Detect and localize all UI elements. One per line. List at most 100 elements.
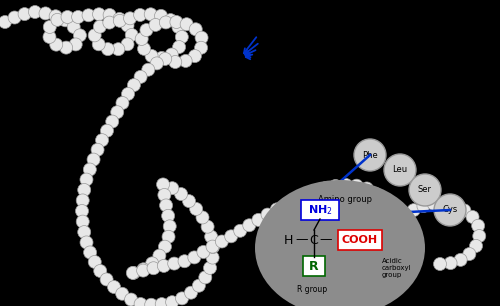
Circle shape [44,21,57,33]
Text: R: R [309,259,319,273]
Text: Phe: Phe [362,151,378,159]
Circle shape [128,79,140,91]
Ellipse shape [262,186,418,306]
Circle shape [69,38,82,51]
Circle shape [140,24,153,36]
Circle shape [67,21,80,33]
Circle shape [234,224,246,237]
Circle shape [206,241,220,254]
Circle shape [112,43,125,56]
Circle shape [154,9,168,22]
Circle shape [280,198,292,211]
Text: C: C [310,233,318,247]
Circle shape [142,63,155,76]
Circle shape [18,8,31,21]
Circle shape [168,257,180,270]
Circle shape [76,204,88,218]
Circle shape [122,88,134,100]
Ellipse shape [260,184,420,306]
Circle shape [463,248,476,260]
Circle shape [204,261,216,274]
Circle shape [76,194,89,207]
Circle shape [192,279,205,292]
Circle shape [199,271,212,284]
FancyBboxPatch shape [338,230,382,250]
Circle shape [88,29,101,42]
Circle shape [158,259,170,272]
Circle shape [242,219,256,232]
Circle shape [124,12,136,25]
Circle shape [110,106,124,119]
Circle shape [103,9,116,21]
Circle shape [354,139,386,171]
Circle shape [454,253,467,266]
Circle shape [51,13,64,26]
Text: Leu: Leu [392,166,407,174]
Circle shape [382,204,395,217]
Circle shape [261,208,274,221]
Circle shape [96,134,108,147]
Circle shape [224,230,237,243]
Circle shape [377,195,390,208]
Circle shape [428,197,440,211]
Circle shape [174,188,188,200]
Circle shape [194,41,207,54]
Circle shape [144,298,158,306]
Circle shape [444,257,457,270]
Circle shape [82,9,95,22]
Text: Cys: Cys [442,206,458,215]
Ellipse shape [265,188,415,306]
Circle shape [155,298,168,306]
Text: —: — [296,233,308,247]
Circle shape [153,249,166,262]
Circle shape [87,153,100,166]
Circle shape [84,163,96,176]
Circle shape [206,240,219,253]
Circle shape [384,215,396,228]
Circle shape [160,199,172,212]
Circle shape [78,183,90,196]
Circle shape [103,16,116,29]
Ellipse shape [268,190,412,306]
Circle shape [164,13,177,27]
Circle shape [74,29,86,42]
Circle shape [8,11,21,24]
Circle shape [156,178,170,191]
Circle shape [43,31,56,43]
Ellipse shape [266,189,414,306]
Circle shape [384,225,397,238]
Circle shape [100,124,114,137]
Text: Amino group: Amino group [318,196,372,204]
Circle shape [172,40,186,54]
Circle shape [137,263,150,276]
Ellipse shape [262,185,418,306]
Text: NH$_2$: NH$_2$ [308,203,332,217]
Ellipse shape [255,180,425,306]
Circle shape [100,273,113,286]
Circle shape [94,20,106,33]
Circle shape [195,31,208,44]
Circle shape [124,293,138,306]
Circle shape [391,217,404,230]
Circle shape [197,245,210,259]
Circle shape [126,267,140,279]
Circle shape [201,220,214,233]
Circle shape [106,115,118,128]
Circle shape [144,8,157,21]
FancyBboxPatch shape [303,256,325,276]
Circle shape [125,28,138,41]
Text: COOH: COOH [342,235,378,245]
Circle shape [134,70,147,84]
Circle shape [382,225,394,238]
Circle shape [116,96,129,110]
Circle shape [158,188,171,201]
Circle shape [59,14,72,27]
Circle shape [340,178,352,192]
Circle shape [39,7,52,20]
Circle shape [458,204,471,217]
Circle shape [329,179,342,192]
Circle shape [370,188,382,200]
Circle shape [162,209,174,222]
Circle shape [308,185,322,197]
Circle shape [407,204,420,217]
